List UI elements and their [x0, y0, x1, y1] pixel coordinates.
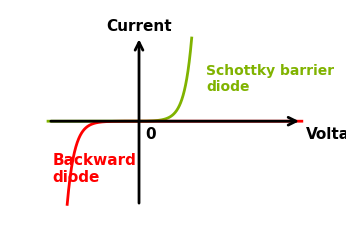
Text: Schottky barrier
diode: Schottky barrier diode [206, 64, 334, 94]
Text: Current: Current [106, 19, 172, 34]
Text: 0: 0 [145, 126, 155, 142]
Text: Backward
diode: Backward diode [53, 153, 137, 185]
Text: Voltage: Voltage [306, 127, 346, 142]
